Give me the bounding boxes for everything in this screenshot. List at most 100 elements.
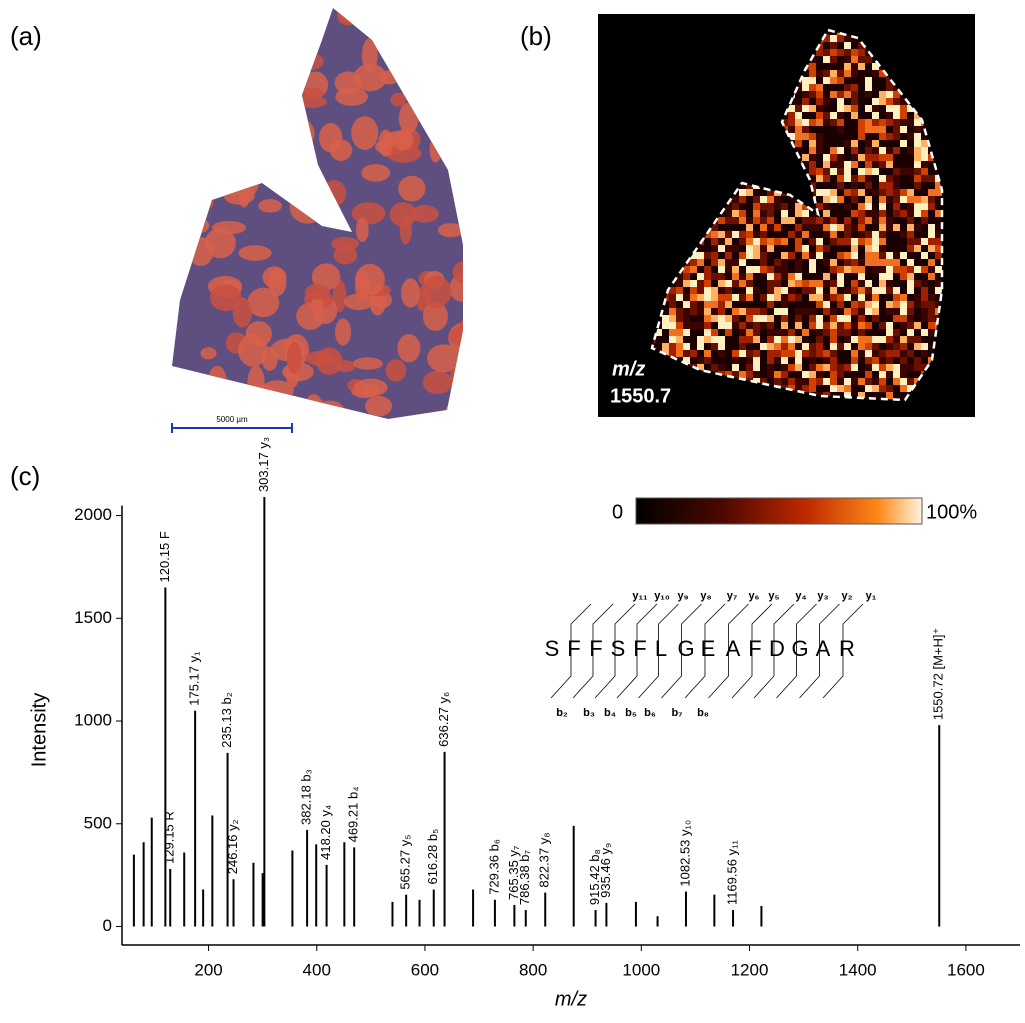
heat-pixel [753, 315, 760, 322]
heat-pixel [767, 364, 774, 371]
heat-pixel [844, 70, 851, 77]
heat-pixel [865, 112, 872, 119]
tissue-nodule [220, 109, 248, 135]
heat-pixel [711, 336, 718, 343]
heat-pixel [781, 210, 788, 217]
tissue-nodule [172, 223, 183, 236]
heat-pixel [865, 119, 872, 126]
heat-pixel [781, 252, 788, 259]
tissue-nodule [220, 77, 252, 109]
tissue-nodule [459, 317, 463, 334]
heat-pixel [704, 308, 711, 315]
scale-bar-label: 5000 µm [216, 415, 248, 424]
heat-pixel [858, 112, 865, 119]
heat-pixel [781, 364, 788, 371]
heat-pixel [697, 357, 704, 364]
tissue-nodule [428, 107, 442, 129]
heat-pixel [802, 84, 809, 91]
colorbar-min: 0 [612, 501, 623, 523]
heat-pixel [774, 350, 781, 357]
heat-pixel [837, 182, 844, 189]
heat-pixel [858, 252, 865, 259]
heat-pixel [830, 161, 837, 168]
heat-pixel [753, 301, 760, 308]
heat-pixel [697, 364, 704, 371]
heat-pixel [760, 280, 767, 287]
cleavage-mark [572, 603, 614, 699]
heat-pixel [739, 287, 746, 294]
heat-pixel [802, 91, 809, 98]
heat-pixel [900, 231, 907, 238]
y-tick-label: 0 [103, 916, 112, 935]
heat-pixel [872, 308, 879, 315]
heat-pixel [872, 364, 879, 371]
y-ion: y₁₀ [654, 590, 670, 602]
heat-pixel [858, 350, 865, 357]
heat-pixel [907, 105, 914, 112]
heat-pixel [662, 322, 669, 329]
heat-pixel [844, 77, 851, 84]
heat-pixel [851, 217, 858, 224]
heat-pixel [816, 168, 823, 175]
y-ion: y₂ [841, 590, 852, 602]
heat-pixel [879, 364, 886, 371]
heat-pixel [774, 210, 781, 217]
heat-pixel [655, 329, 662, 336]
heat-pixel [788, 336, 795, 343]
tissue-nodule [208, 141, 242, 162]
heat-pixel [851, 252, 858, 259]
heat-pixel [872, 322, 879, 329]
heat-pixel [851, 133, 858, 140]
heat-pixel [893, 322, 900, 329]
heat-pixel [830, 154, 837, 161]
heat-pixel [921, 182, 928, 189]
heat-pixel [893, 245, 900, 252]
tissue-nodule [227, 54, 256, 67]
heat-pixel [907, 231, 914, 238]
heat-pixel [781, 308, 788, 315]
heat-pixel [914, 112, 921, 119]
heat-pixel [851, 147, 858, 154]
heat-pixel [851, 343, 858, 350]
heat-pixel [795, 98, 802, 105]
heat-pixel [844, 168, 851, 175]
heat-pixel [830, 42, 837, 49]
heat-pixel [725, 315, 732, 322]
heat-pixel [865, 133, 872, 140]
residue: A [816, 636, 831, 661]
heat-pixel [844, 357, 851, 364]
heat-pixel [732, 364, 739, 371]
heat-pixel [753, 371, 760, 378]
y-tick-label: 1000 [74, 711, 112, 730]
heat-pixel [844, 343, 851, 350]
heat-pixel [795, 126, 802, 133]
heat-pixel [879, 385, 886, 392]
heat-pixel [795, 203, 802, 210]
heat-pixel [914, 259, 921, 266]
heat-pixel [830, 385, 837, 392]
heat-pixel [921, 175, 928, 182]
tissue-nodule [311, 295, 324, 315]
heat-pixel [928, 350, 935, 357]
heat-pixel [739, 343, 746, 350]
tissue-nodule [172, 394, 177, 419]
heat-pixel [935, 259, 942, 266]
heat-pixel [872, 147, 879, 154]
heat-pixel [746, 364, 753, 371]
cleavage-mark [708, 603, 749, 699]
heat-pixel [760, 329, 767, 336]
heat-pixel [781, 329, 788, 336]
heat-pixel [711, 308, 718, 315]
x-tick-label: 600 [411, 960, 439, 979]
heat-pixel [900, 196, 907, 203]
heat-pixel [816, 378, 823, 385]
heat-pixel [900, 217, 907, 224]
heat-pixel [809, 224, 816, 231]
heat-pixel [865, 350, 872, 357]
heat-pixel [865, 385, 872, 392]
heat-pixel [753, 238, 760, 245]
heat-pixel [858, 301, 865, 308]
heat-pixel [837, 147, 844, 154]
heat-pixel [781, 273, 788, 280]
heat-pixel [921, 231, 928, 238]
